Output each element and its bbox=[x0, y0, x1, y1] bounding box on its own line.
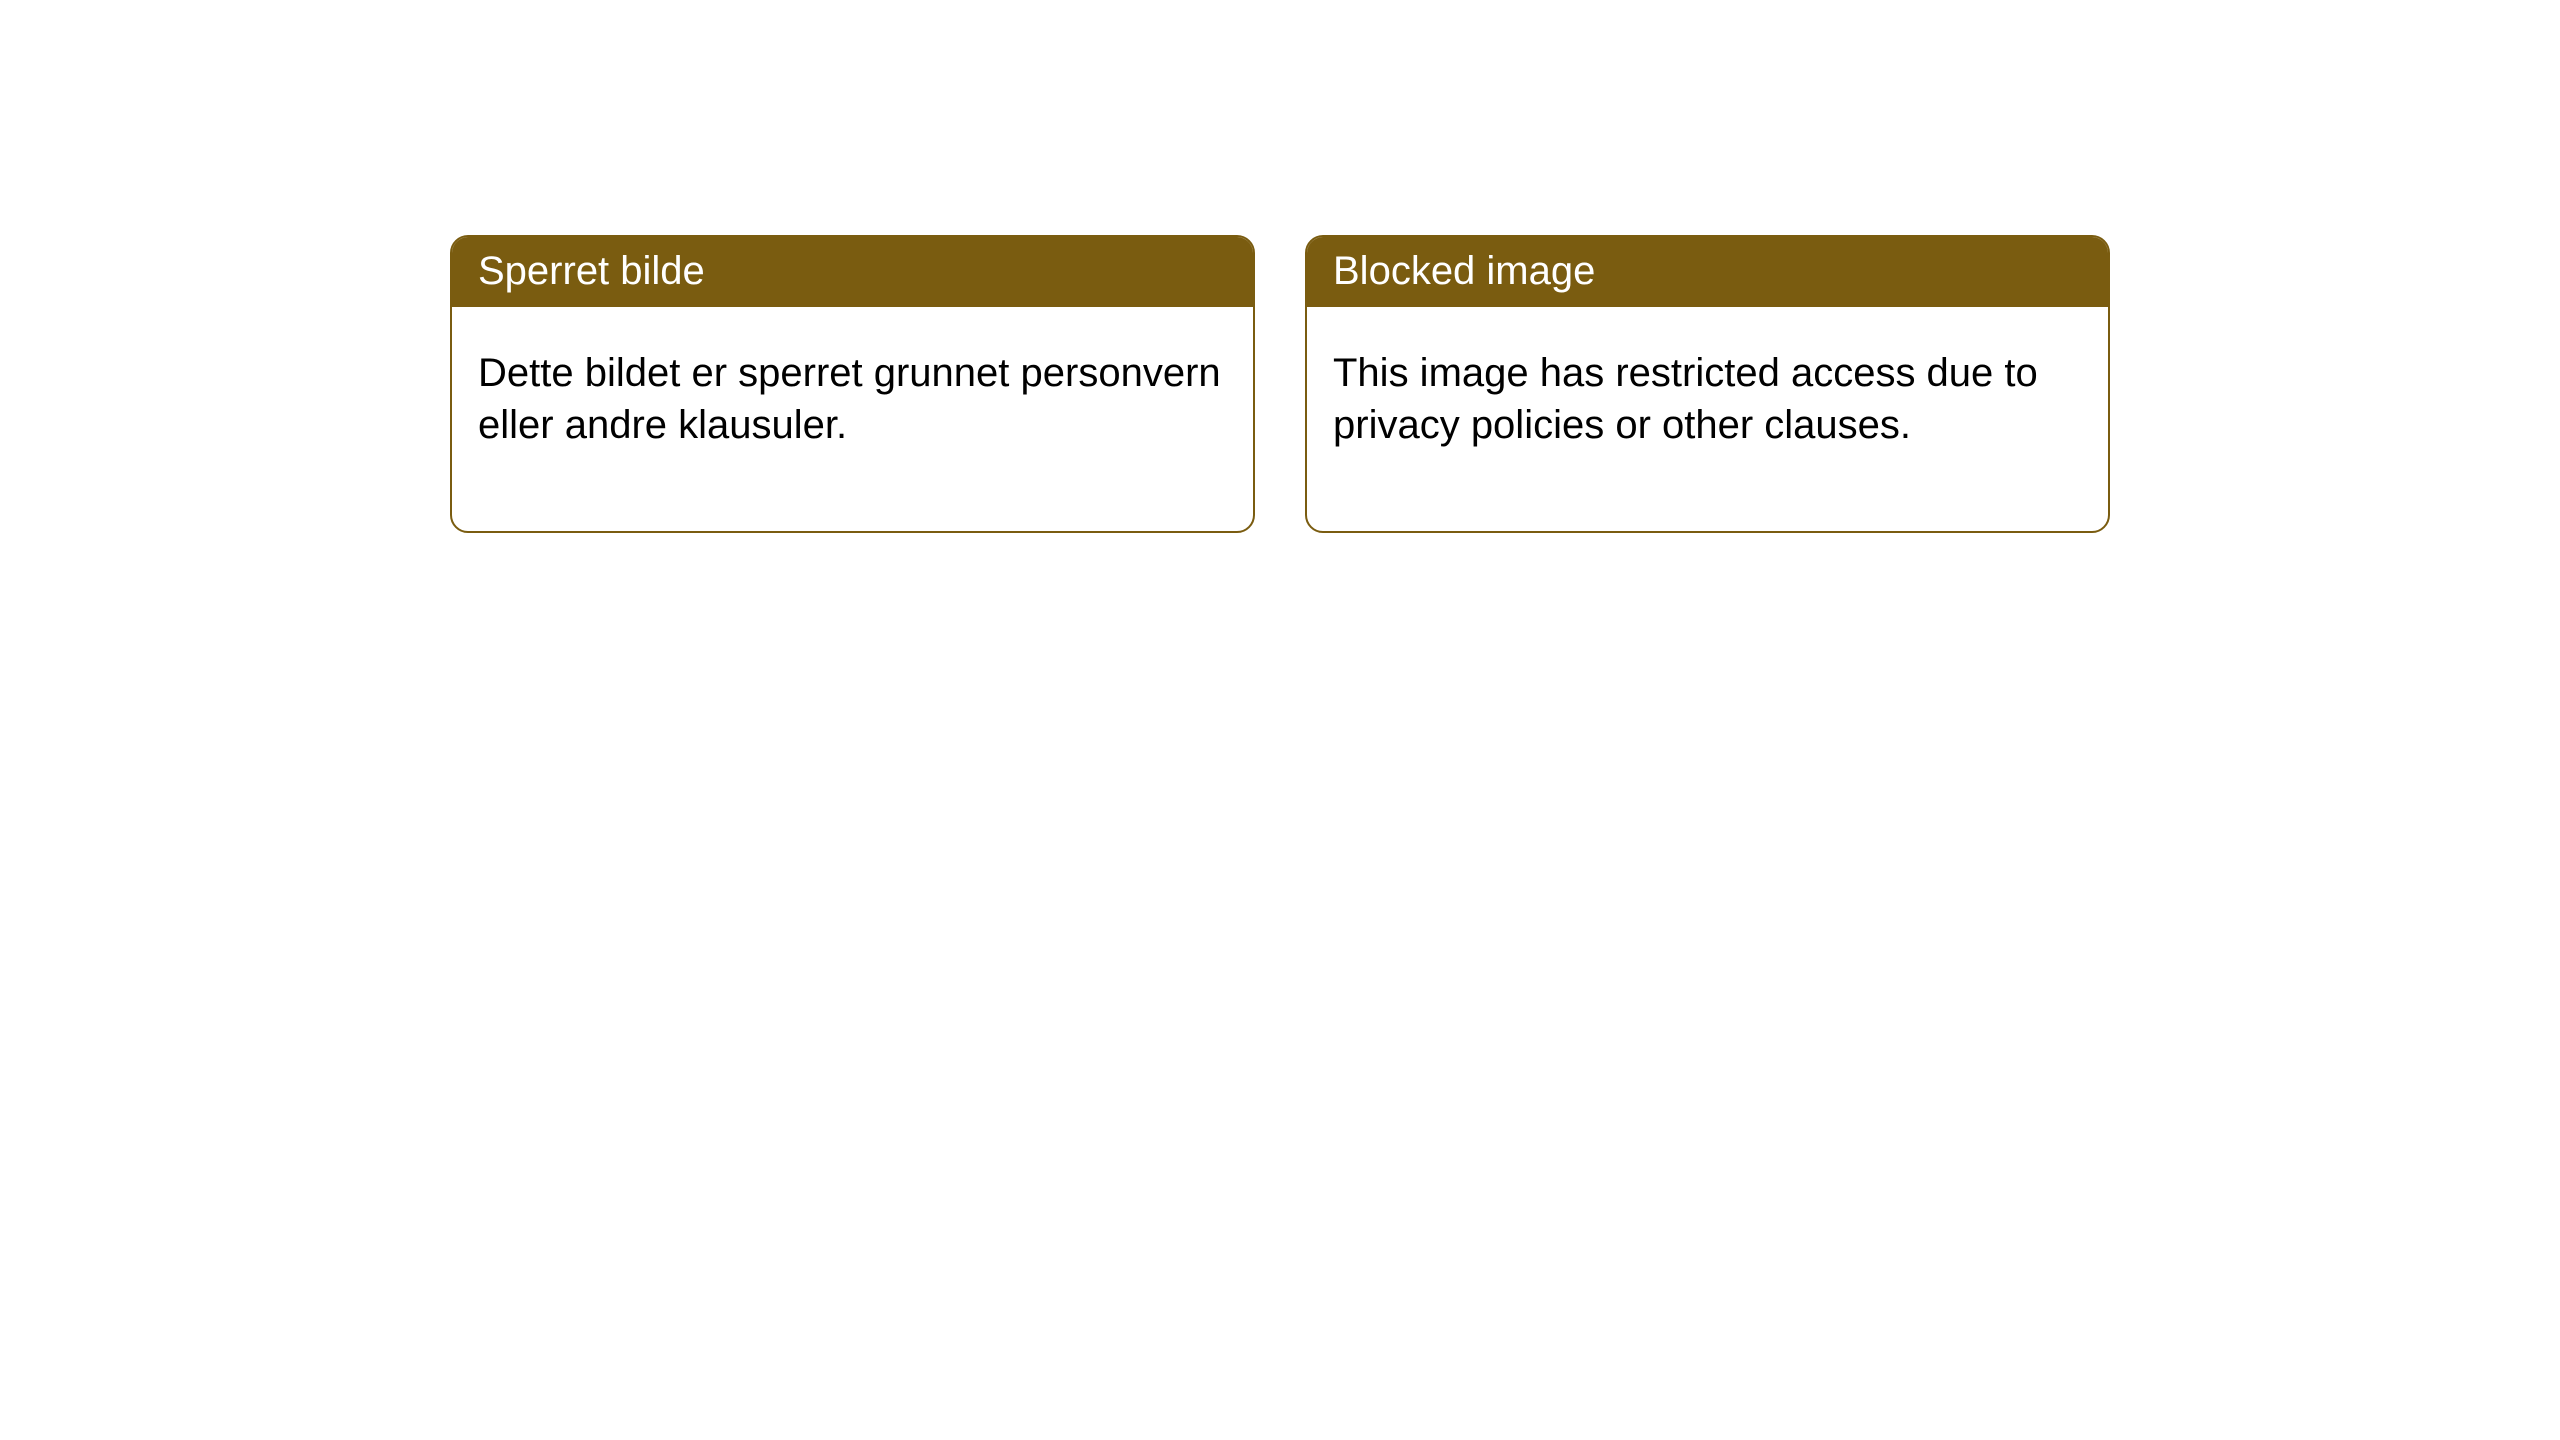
card-body-text: This image has restricted access due to … bbox=[1333, 351, 2038, 447]
card-header: Blocked image bbox=[1307, 237, 2108, 307]
card-title: Blocked image bbox=[1333, 249, 1595, 293]
card-body-text: Dette bildet er sperret grunnet personve… bbox=[478, 351, 1221, 447]
card-title: Sperret bilde bbox=[478, 249, 705, 293]
notice-container: Sperret bilde Dette bildet er sperret gr… bbox=[0, 0, 2560, 533]
card-body: Dette bildet er sperret grunnet personve… bbox=[452, 307, 1253, 531]
notice-card-norwegian: Sperret bilde Dette bildet er sperret gr… bbox=[450, 235, 1255, 533]
card-body: This image has restricted access due to … bbox=[1307, 307, 2108, 531]
notice-card-english: Blocked image This image has restricted … bbox=[1305, 235, 2110, 533]
card-header: Sperret bilde bbox=[452, 237, 1253, 307]
